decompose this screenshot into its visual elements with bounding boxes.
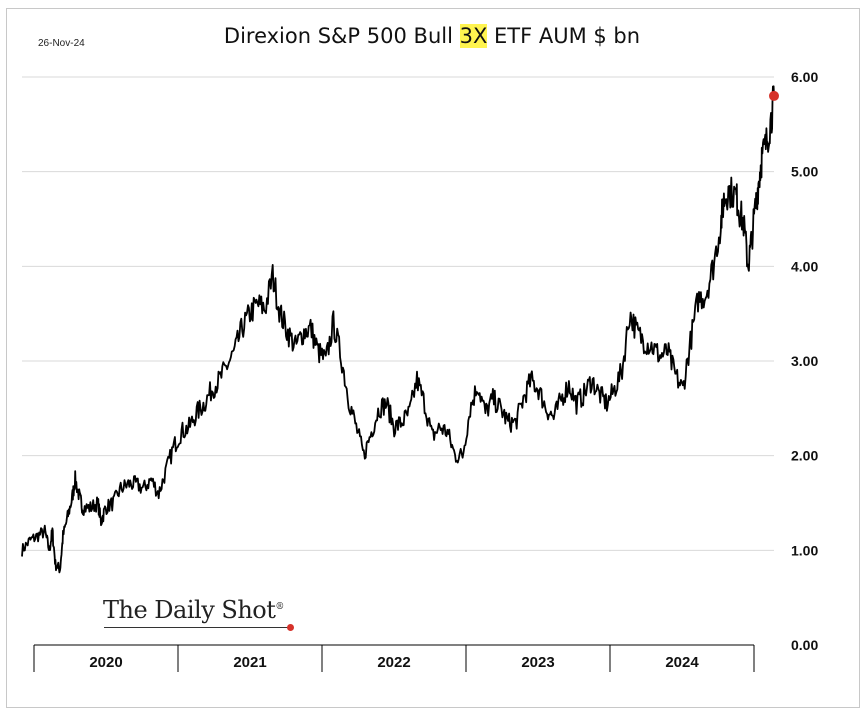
y-tick-label: 4.00 bbox=[791, 258, 818, 274]
chart-date: 26-Nov-24 bbox=[38, 38, 85, 49]
daily-shot-logo: The Daily Shot® bbox=[103, 596, 284, 624]
y-tick-label: 6.00 bbox=[791, 69, 818, 85]
y-tick-label: 5.00 bbox=[791, 164, 818, 180]
aum-series-line bbox=[21, 85, 775, 574]
title-highlight: 3X bbox=[459, 24, 488, 48]
y-tick-label: 1.00 bbox=[791, 542, 818, 558]
x-tick-label: 2021 bbox=[233, 654, 266, 671]
x-tick-label: 2023 bbox=[521, 654, 554, 671]
y-tick-label: 3.00 bbox=[791, 353, 818, 369]
logo-registered-mark: ® bbox=[275, 602, 284, 612]
chart-title: Direxion S&P 500 Bull 3X ETF AUM $ bn bbox=[0, 24, 864, 48]
logo-underline bbox=[104, 627, 290, 628]
x-tick-label: 2024 bbox=[665, 654, 699, 671]
title-suffix: ETF AUM $ bn bbox=[487, 24, 641, 48]
y-tick-label: 0.00 bbox=[791, 637, 818, 653]
chart-frame bbox=[6, 8, 860, 708]
x-tick-label: 2020 bbox=[89, 654, 122, 671]
y-tick-label: 2.00 bbox=[791, 448, 818, 464]
x-tick-label: 2022 bbox=[377, 654, 410, 671]
logo-text: The Daily Shot bbox=[103, 596, 276, 624]
last-value-marker bbox=[769, 90, 779, 101]
title-prefix: Direxion S&P 500 Bull bbox=[223, 24, 460, 48]
logo-red-dot bbox=[287, 624, 294, 631]
